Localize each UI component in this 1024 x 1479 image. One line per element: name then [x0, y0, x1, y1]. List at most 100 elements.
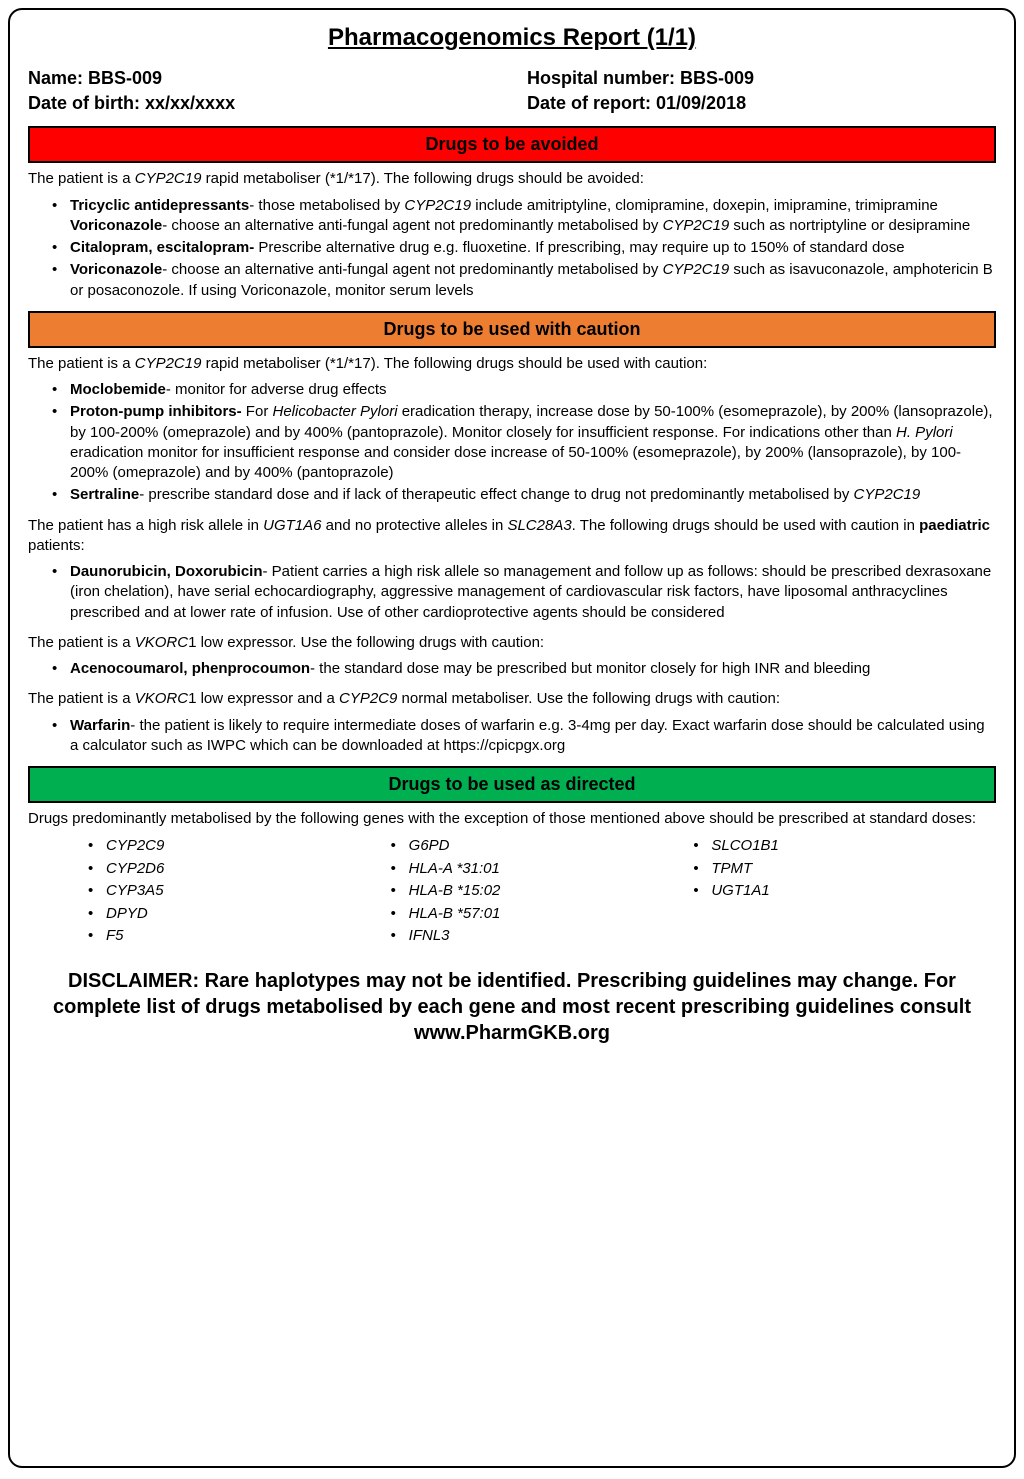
- caution-b2-intro: The patient has a high risk allele in UG…: [28, 516, 996, 557]
- caution-b4-genea: VKORC: [135, 690, 188, 707]
- gene-item: IFNL3: [391, 925, 694, 948]
- caution-b1-i1-italb: H. Pylori: [896, 424, 953, 441]
- caution-b4-i0-texta: - the patient is likely to require inter…: [70, 717, 985, 754]
- patient-name-label: Name:: [28, 68, 88, 88]
- patient-info-block: Name: BBS-009 Date of birth: xx/xx/xxxx …: [28, 66, 996, 116]
- caution-b2-pre: The patient has a high risk allele in: [28, 517, 263, 534]
- caution-warfarin: Warfarin- the patient is likely to requi…: [52, 716, 996, 757]
- caution-b1-pre: The patient is a: [28, 355, 135, 372]
- avoid-item-2-genea: CYP2C19: [663, 261, 730, 278]
- gene-item: UGT1A1: [693, 880, 996, 903]
- caution-b4-list: Warfarin- the patient is likely to requi…: [28, 716, 996, 757]
- gene-item: HLA-B *15:02: [391, 880, 694, 903]
- avoid-item-voriconazole: Voriconazole- choose an alternative anti…: [52, 260, 996, 301]
- caution-b3-list: Acenocoumarol, phenprocoumon- the standa…: [28, 659, 996, 679]
- caution-b4-i0-lead: Warfarin: [70, 717, 130, 734]
- avoid-item-citalopram: Citalopram, escitalopram- Prescribe alte…: [52, 238, 996, 258]
- patient-col-right: Hospital number: BBS-009 Date of report:…: [497, 66, 996, 116]
- caution-b4-mid: 1 low expressor and a: [188, 690, 339, 707]
- hospital-number-value: BBS-009: [680, 68, 754, 88]
- caution-b1-i1-textc: eradication monitor for insufficient res…: [70, 444, 961, 481]
- avoid-item-0-textb: include amitriptyline, clomipramine, dox…: [471, 197, 938, 214]
- caution-b1-post: rapid metaboliser (*1/*17). The followin…: [201, 355, 707, 372]
- avoid-item-2-texta: - choose an alternative anti-fungal agen…: [162, 261, 662, 278]
- caution-b2-bold: paediatric: [919, 517, 990, 534]
- avoid-item-0-geneb: CYP2C19: [663, 217, 730, 234]
- caution-b2-posta: . The following drugs should be used wit…: [572, 517, 919, 534]
- caution-b2-i0-lead: Daunorubicin, Doxorubicin: [70, 563, 263, 580]
- caution-b4-geneb: CYP2C9: [339, 690, 397, 707]
- patient-dob-row: Date of birth: xx/xx/xxxx: [28, 91, 497, 116]
- caution-b1-i2-lead: Sertraline: [70, 486, 139, 503]
- gene-item: HLA-B *57:01: [391, 903, 694, 926]
- gene-item: CYP2C9: [88, 835, 391, 858]
- avoid-item-2-lead: Voriconazole: [70, 261, 162, 278]
- caution-b3-i0-lead: Acenocoumarol, phenprocoumon: [70, 660, 310, 677]
- gene-col-2: G6PD HLA-A *31:01 HLA-B *15:02 HLA-B *57…: [391, 835, 694, 948]
- avoid-item-0-textc: - choose an alternative anti-fungal agen…: [162, 217, 662, 234]
- avoid-intro-post: rapid metaboliser (*1/*17). The followin…: [201, 170, 644, 187]
- avoid-intro-pre: The patient is a: [28, 170, 135, 187]
- gene-item: HLA-A *31:01: [391, 858, 694, 881]
- caution-b1-i1-lead: Proton-pump inhibitors-: [70, 403, 242, 420]
- hospital-number-row: Hospital number: BBS-009: [527, 66, 996, 91]
- avoid-intro-gene: CYP2C19: [135, 170, 202, 187]
- caution-b1-gene: CYP2C19: [135, 355, 202, 372]
- patient-dob-label: Date of birth:: [28, 93, 145, 113]
- caution-b4-post: normal metaboliser. Use the following dr…: [397, 690, 780, 707]
- gene-col-1: CYP2C9 CYP2D6 CYP3A5 DPYD F5: [88, 835, 391, 948]
- caution-moclobemide: Moclobemide- monitor for adverse drug ef…: [52, 380, 996, 400]
- caution-b2-genea: UGT1A6: [263, 517, 321, 534]
- avoid-item-0-texta: - those metabolised by: [249, 197, 404, 214]
- caution-b2-postb: patients:: [28, 537, 85, 554]
- patient-col-left: Name: BBS-009 Date of birth: xx/xx/xxxx: [28, 66, 497, 116]
- report-page: Pharmacogenomics Report (1/1) Name: BBS-…: [8, 8, 1016, 1468]
- caution-daunorubicin: Daunorubicin, Doxorubicin- Patient carri…: [52, 562, 996, 623]
- section-header-caution: Drugs to be used with caution: [28, 311, 996, 348]
- avoid-intro: The patient is a CYP2C19 rapid metabolis…: [28, 169, 996, 189]
- caution-b3-pre: The patient is a: [28, 634, 135, 651]
- gene-item: CYP2D6: [88, 858, 391, 881]
- gene-item: G6PD: [391, 835, 694, 858]
- caution-b1-i1-itala: Helicobacter Pylori: [272, 403, 397, 420]
- patient-name-row: Name: BBS-009: [28, 66, 497, 91]
- gene-col-3: SLCO1B1 TPMT UGT1A1: [693, 835, 996, 948]
- gene-item: TPMT: [693, 858, 996, 881]
- hospital-number-label: Hospital number:: [527, 68, 680, 88]
- caution-b1-intro: The patient is a CYP2C19 rapid metabolis…: [28, 354, 996, 374]
- caution-b2-mid: and no protective alleles in: [322, 517, 508, 534]
- avoid-item-0-genea: CYP2C19: [404, 197, 471, 214]
- directed-intro: Drugs predominantly metabolised by the f…: [28, 809, 996, 829]
- caution-b3-gene: VKORC: [135, 634, 188, 651]
- caution-b1-i0-texta: - monitor for adverse drug effects: [166, 381, 387, 398]
- report-date-row: Date of report: 01/09/2018: [527, 91, 996, 116]
- caution-b3-intro: The patient is a VKORC1 low expressor. U…: [28, 633, 996, 653]
- avoid-list: Tricyclic antidepressants- those metabol…: [28, 196, 996, 301]
- caution-b1-i0-lead: Moclobemide: [70, 381, 166, 398]
- gene-item: F5: [88, 925, 391, 948]
- gene-item: CYP3A5: [88, 880, 391, 903]
- caution-b1-i2-genea: CYP2C19: [854, 486, 921, 503]
- avoid-item-1-texta: Prescribe alternative drug e.g. fluoxeti…: [254, 239, 904, 256]
- caution-ppi: Proton-pump inhibitors- For Helicobacter…: [52, 402, 996, 483]
- caution-acenocoumarol: Acenocoumarol, phenprocoumon- the standa…: [52, 659, 996, 679]
- section-header-avoid: Drugs to be avoided: [28, 126, 996, 163]
- gene-item: SLCO1B1: [693, 835, 996, 858]
- caution-b4-pre: The patient is a: [28, 690, 135, 707]
- gene-item: DPYD: [88, 903, 391, 926]
- gene-columns: CYP2C9 CYP2D6 CYP3A5 DPYD F5 G6PD HLA-A …: [28, 835, 996, 948]
- report-title: Pharmacogenomics Report (1/1): [28, 24, 996, 52]
- caution-b3-i0-texta: - the standard dose may be prescribed bu…: [310, 660, 870, 677]
- caution-b1-i1-texta: For: [242, 403, 273, 420]
- caution-b2-list: Daunorubicin, Doxorubicin- Patient carri…: [28, 562, 996, 623]
- section-header-directed: Drugs to be used as directed: [28, 766, 996, 803]
- caution-b1-list: Moclobemide- monitor for adverse drug ef…: [28, 380, 996, 506]
- disclaimer-text: DISCLAIMER: Rare haplotypes may not be i…: [28, 968, 996, 1046]
- avoid-item-0-lead: Tricyclic antidepressants: [70, 197, 249, 214]
- avoid-item-tricyclics: Tricyclic antidepressants- those metabol…: [52, 196, 996, 237]
- avoid-item-0-textd: such as nortriptyline or desipramine: [729, 217, 970, 234]
- caution-b2-geneb: SLC28A3: [507, 517, 571, 534]
- patient-name-value: BBS-009: [88, 68, 162, 88]
- avoid-item-1-lead: Citalopram, escitalopram-: [70, 239, 254, 256]
- patient-dob-value: xx/xx/xxxx: [145, 93, 235, 113]
